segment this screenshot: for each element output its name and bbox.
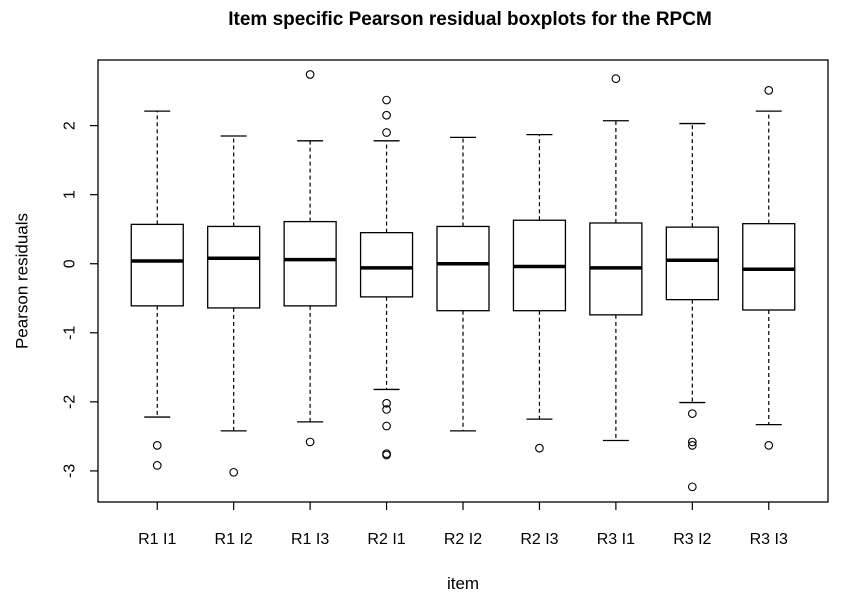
box-r2-i1 (359, 95, 414, 460)
x-tick-label: R3 I3 (750, 531, 788, 548)
x-axis-label: item (447, 574, 479, 593)
boxes-group (130, 70, 796, 492)
x-tick-label: R1 I2 (215, 531, 253, 548)
box-r1-i2 (207, 135, 261, 477)
iqr-box (436, 225, 490, 312)
y-tick-label: 1 (62, 190, 79, 199)
outlier-point (152, 461, 162, 470)
box-r1-i1 (130, 110, 184, 470)
x-tick-label: R2 I2 (444, 531, 482, 548)
y-axis: -3 -2 -1 0 1 2 (62, 121, 98, 478)
y-axis-label: Pearson residuals (13, 213, 32, 349)
iqr-box (359, 232, 414, 298)
y-tick-label: -1 (62, 326, 79, 340)
outlier-point (382, 110, 391, 120)
outlier-point (764, 441, 774, 450)
outlier-point (382, 450, 391, 460)
outlier-point (382, 405, 391, 414)
outlier-point (382, 95, 391, 105)
x-tick-label: R3 I2 (673, 531, 711, 548)
iqr-box (207, 225, 261, 309)
box-r2-i3 (512, 133, 567, 453)
outlier-point (764, 86, 774, 95)
box-r2-i2 (436, 136, 490, 432)
outlier-point (382, 128, 391, 137)
y-tick-label: 0 (62, 259, 79, 268)
iqr-box (130, 223, 184, 307)
y-tick-label: 2 (62, 121, 79, 130)
x-tick-label: R2 I1 (367, 531, 405, 548)
outlier-point (687, 482, 697, 492)
outlier-point (305, 437, 315, 447)
outlier-point (687, 441, 697, 450)
iqr-box (283, 220, 337, 307)
x-tick-label: R1 I1 (138, 531, 176, 548)
outlier-point (305, 70, 315, 79)
outlier-point (229, 467, 239, 477)
outlier-point (382, 421, 391, 431)
x-tick-label: R2 I3 (520, 531, 558, 548)
y-tick-label: -2 (62, 395, 79, 409)
x-tick-label: R1 I3 (291, 531, 329, 548)
x-axis: R1 I1 R1 I2 R1 I3 R2 I1 R2 I2 R2 I3 R3 I1 R3 I2… (138, 502, 788, 548)
box-r1-i3 (283, 70, 337, 447)
box-r3-i2 (665, 122, 719, 492)
iqr-box (742, 223, 796, 311)
outlier-point (687, 437, 697, 447)
outlier-point (611, 74, 621, 83)
box-r3-i1 (589, 74, 643, 442)
y-tick-label: -3 (62, 464, 79, 478)
outlier-point (687, 409, 697, 418)
box-r3-i3 (742, 86, 796, 450)
chart-title: Item specific Pearson residual boxplots … (228, 9, 712, 30)
outlier-point (535, 443, 544, 453)
x-tick-label: R3 I1 (597, 531, 635, 548)
outlier-point (382, 398, 391, 408)
iqr-box (665, 226, 719, 301)
outlier-point (152, 441, 162, 450)
